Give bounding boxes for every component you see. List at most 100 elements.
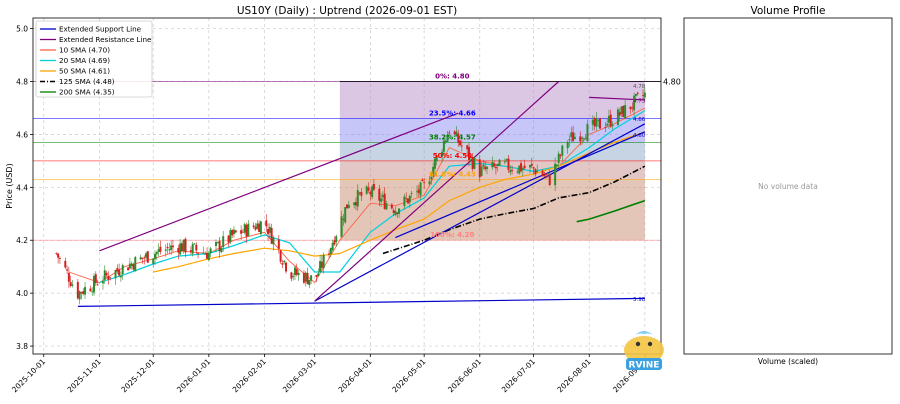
x-tick-label: 2026-07-01: [500, 357, 537, 394]
candle-body: [310, 275, 313, 281]
candle-body: [320, 261, 323, 268]
candle-body: [58, 258, 61, 259]
candle-body: [360, 191, 363, 196]
candle-body: [581, 137, 584, 139]
candle-body: [555, 164, 558, 167]
candle-body: [448, 132, 451, 134]
candle-body: [390, 204, 393, 209]
candle-body: [141, 257, 144, 259]
candle-body: [220, 247, 223, 253]
candle-body: [101, 281, 104, 284]
y-tick-label: 5.0: [16, 25, 28, 34]
x-tick-label: 2025-11-01: [66, 357, 103, 394]
candle-body: [93, 276, 96, 293]
candle-body: [218, 240, 221, 252]
main-plot-frame: [32, 17, 662, 355]
candle-body: [473, 158, 476, 169]
candle-body: [155, 251, 158, 255]
candle-body: [498, 159, 501, 166]
candle-body: [322, 254, 325, 269]
candle-body: [460, 145, 463, 147]
candle-body: [511, 169, 514, 171]
candle-body: [207, 252, 210, 261]
y-tick-label: 4.8: [16, 77, 28, 86]
candle-body: [521, 168, 524, 171]
candle-body: [290, 272, 293, 279]
candle-body: [491, 162, 494, 168]
candle-body: [586, 123, 589, 142]
legend-label: 50 SMA (4.61): [59, 67, 110, 76]
candle-body: [606, 123, 609, 126]
candle-body: [57, 253, 60, 258]
volume-x-label: Volume (scaled): [758, 357, 818, 366]
candle-body: [408, 195, 411, 203]
candle-body: [480, 166, 483, 176]
annotations: 0%: 4.80 23.5%: 4.66 38.2%: 4.57 50%: 4.50 6…: [429, 72, 681, 302]
candle-body: [372, 184, 375, 190]
candle-body: [247, 223, 250, 237]
candle-body: [629, 106, 632, 110]
x-tick-label: 2026-08-01: [555, 357, 592, 394]
candle-body: [381, 195, 384, 198]
candle-body: [315, 274, 318, 278]
candle-body: [634, 94, 637, 96]
candle-body: [105, 272, 108, 276]
candle-body: [134, 257, 137, 272]
x-tick-label: 2026-04-01: [337, 357, 374, 394]
volume-panel: [683, 17, 893, 355]
price-label: 4.80: [663, 77, 681, 86]
candle-body: [191, 244, 194, 254]
candle-body: [496, 163, 499, 166]
candle-body: [82, 291, 85, 294]
candle-body: [317, 273, 320, 276]
candle-body: [609, 114, 612, 127]
candle-body: [204, 254, 207, 255]
candle-body: [433, 158, 436, 169]
candle-body: [170, 245, 173, 250]
candle-body: [116, 268, 119, 272]
volume-empty-message: No volume data: [758, 182, 818, 191]
candle-body: [457, 133, 460, 143]
candle-body: [536, 170, 539, 173]
y-axis-label: Price (USD): [5, 163, 14, 208]
candle-body: [410, 193, 413, 194]
candle-body: [127, 267, 130, 271]
candle-body: [466, 145, 469, 150]
candle-body: [356, 190, 359, 207]
candle-body: [392, 210, 395, 213]
candle-body: [566, 142, 569, 149]
candle-body: [206, 252, 209, 259]
candle-body: [119, 276, 122, 278]
candle-body: [279, 250, 282, 262]
candle-body: [618, 112, 621, 116]
candle-body: [591, 120, 594, 125]
candle-body: [572, 132, 575, 142]
fib-level-label: 50%: 4.50: [433, 152, 472, 160]
price-label: 4.66: [633, 117, 646, 123]
fibonacci-retracement: [33, 81, 661, 241]
candle-body: [209, 248, 212, 253]
candle-body: [642, 95, 645, 96]
candle-body: [469, 156, 472, 158]
candle-body: [229, 230, 232, 242]
candle-body: [67, 272, 70, 282]
candle-body: [371, 186, 374, 198]
candle-body: [166, 246, 169, 249]
candle-body: [243, 224, 246, 233]
candle-body: [71, 284, 74, 286]
candle-body: [534, 169, 537, 175]
candle-body: [347, 204, 350, 208]
candle-body: [548, 174, 551, 186]
legend-label: Extended Resistance Line: [59, 35, 152, 44]
legend-label: Extended Support Line: [59, 25, 142, 34]
x-tick-label: 2026-01-01: [175, 357, 212, 394]
candle-body: [168, 249, 171, 251]
candle-body: [607, 115, 610, 123]
fib-level-label: 0%: 4.80: [435, 72, 470, 80]
candle-body: [365, 186, 368, 194]
candle-body: [143, 257, 146, 259]
candle-body: [164, 249, 167, 251]
x-tick-label: 2026-06-01: [446, 357, 483, 394]
candle-body: [114, 270, 117, 279]
